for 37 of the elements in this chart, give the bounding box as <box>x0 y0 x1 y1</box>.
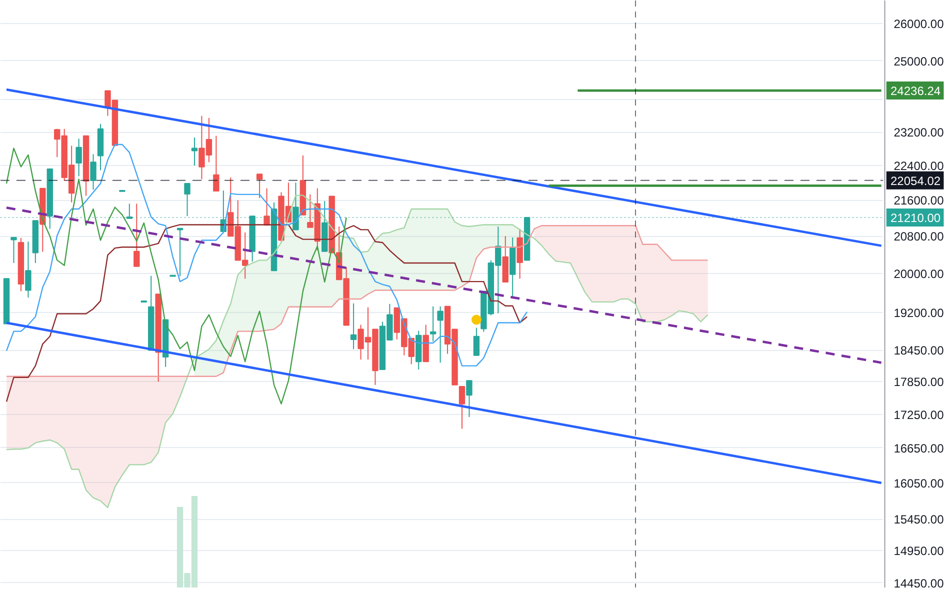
y-tick-label: 26000.00 <box>894 17 944 32</box>
candlestick <box>350 302 357 350</box>
y-tick-label: 23200.00 <box>894 126 944 140</box>
data-label: 24236.24 <box>890 84 941 98</box>
y-tick-label: 20000.00 <box>894 266 944 281</box>
y-tick-label: 19200.00 <box>894 306 944 320</box>
candlestick <box>90 154 96 190</box>
candlestick <box>134 203 140 267</box>
y-tick-label: 14450.00 <box>894 576 944 590</box>
candlestick <box>437 306 444 364</box>
candlestick <box>458 386 466 430</box>
y-tick-label: 16050.00 <box>894 476 944 490</box>
candlestick <box>256 174 263 198</box>
candlestick <box>430 306 436 342</box>
line-series <box>6 144 528 366</box>
line-series <box>6 225 708 377</box>
candlestick <box>10 236 17 264</box>
y-tick-label: 16650.00 <box>894 441 944 456</box>
y-tick-label: 21600.00 <box>894 194 944 208</box>
candlestick <box>184 183 190 217</box>
y-tick-label: 25000.00 <box>894 54 944 68</box>
ref-line-label: 21210.00 <box>890 211 941 226</box>
y-tick-label: 17850.00 <box>894 375 944 390</box>
candlestick <box>76 138 82 177</box>
candlestick <box>25 241 32 298</box>
candlestick <box>473 327 480 356</box>
line-series <box>6 148 347 404</box>
ref-line-label: 22054.02 <box>890 174 941 188</box>
y-tick-label: 17250.00 <box>894 408 944 422</box>
y-tick-label: 22400.00 <box>894 159 944 174</box>
y-tick-label: 14950.00 <box>894 544 944 558</box>
y-tick-label: 20800.00 <box>894 230 944 244</box>
y-tick-label: 15450.00 <box>894 512 944 527</box>
candlestick <box>213 135 220 192</box>
y-tick-label: 18450.00 <box>894 344 944 358</box>
candlestick <box>466 380 472 418</box>
candlestick <box>191 136 198 166</box>
